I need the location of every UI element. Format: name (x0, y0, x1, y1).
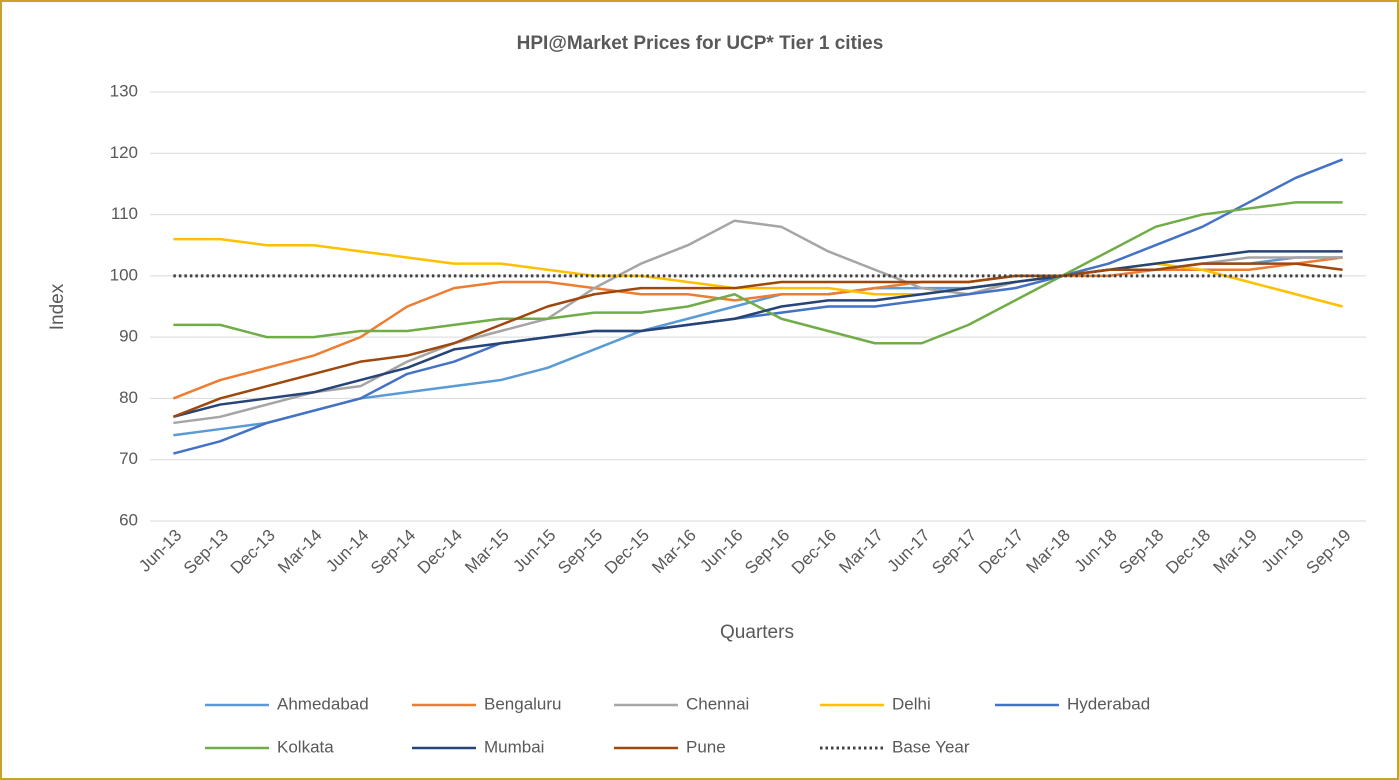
y-tick-label: 120 (110, 143, 138, 162)
legend-label: Kolkata (277, 737, 334, 756)
legend-label: Bengaluru (484, 694, 562, 713)
y-tick-label: 110 (111, 204, 138, 223)
y-tick-label: 80 (119, 388, 138, 407)
y-axis-title: Index (47, 283, 68, 330)
series-line (173, 201, 1343, 345)
y-tick-label: 90 (119, 327, 138, 346)
chart-title: HPI@Market Prices for UCP* Tier 1 cities (517, 33, 884, 54)
legend-label: Hyderabad (1067, 694, 1150, 713)
legend-label: Delhi (892, 694, 931, 713)
series-line (173, 250, 1343, 419)
legend-label: Base Year (892, 737, 970, 756)
y-tick-label: 100 (110, 265, 138, 284)
y-tick-label: 60 (119, 510, 138, 529)
y-tick-label: 70 (119, 449, 138, 468)
series-line (172, 262, 1343, 418)
y-tick-label: 130 (110, 81, 138, 100)
x-axis-title: Quarters (720, 622, 794, 643)
legend-label: Mumbai (484, 737, 544, 756)
legend-label: Ahmedabad (277, 694, 369, 713)
legend-label: Pune (686, 737, 726, 756)
series-line (173, 158, 1344, 455)
legend-label: Chennai (686, 694, 749, 713)
